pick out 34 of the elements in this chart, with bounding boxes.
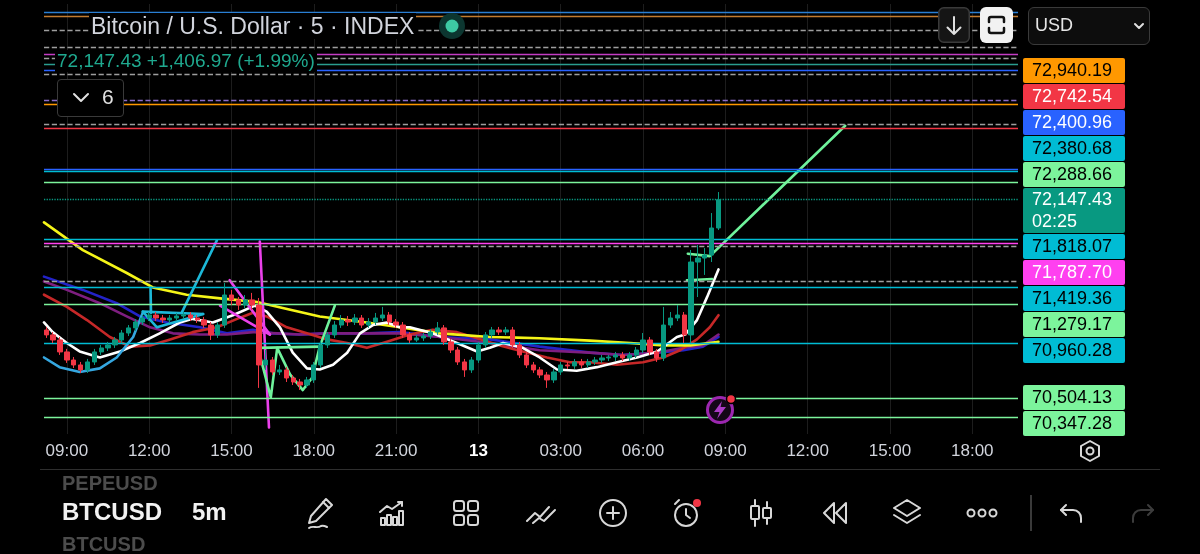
ref-line-label: 72,940.19 xyxy=(1032,58,1114,82)
x-tick-label: 15:00 xyxy=(868,441,912,460)
annotation: 6 xyxy=(102,85,114,110)
text: 72,147.43 +1,406.97 (+1.99%) xyxy=(55,50,317,72)
text: BTCUSD xyxy=(62,533,146,554)
ref-line-label: 72,380.68 xyxy=(1032,136,1114,160)
text: USD xyxy=(1035,15,1074,36)
x-tick-label: 18:00 xyxy=(292,441,336,460)
ref-line-label: 71,818.07 xyxy=(1032,234,1114,258)
x-tick-label: 06:00 xyxy=(621,441,665,460)
x-tick-label: 13 xyxy=(468,441,488,460)
ref-line-label: 72,147.43 xyxy=(1032,187,1114,210)
ref-line-label: 71,787.70 xyxy=(1032,260,1114,284)
x-tick-label: 18:00 xyxy=(951,441,994,460)
ref-line-label: 72,742.54 xyxy=(1032,84,1114,108)
x-tick-label: 03:00 xyxy=(539,441,582,460)
x-tick-label: 21:00 xyxy=(374,441,418,460)
ref-line-label: 72,288.66 xyxy=(1032,162,1114,186)
ref-line-label: 72,400.96 xyxy=(1032,110,1114,134)
text: 5m xyxy=(192,498,227,526)
x-tick-label: 12:00 xyxy=(786,441,829,460)
ref-line-label: 71,279.17 xyxy=(1032,312,1114,336)
ref-line-label: 70,504.13 xyxy=(1032,386,1114,409)
ref-line-label: 70,347.28 xyxy=(1032,412,1114,435)
ref-line-label: 70,960.28 xyxy=(1032,338,1114,362)
ref-line-label: 71,419.36 xyxy=(1032,286,1114,310)
x-tick-label: 09:00 xyxy=(704,441,747,460)
text: PEPEUSD xyxy=(62,472,158,495)
x-tick-label: 12:00 xyxy=(127,441,171,460)
chart-title: Bitcoin / U.S. Dollar · 5 · INDEX xyxy=(89,13,417,40)
text: BTCUSD xyxy=(62,498,162,526)
x-tick-label: 09:00 xyxy=(45,441,89,460)
x-tick-label: 15:00 xyxy=(210,441,253,460)
text: 02:25 xyxy=(1032,209,1079,232)
